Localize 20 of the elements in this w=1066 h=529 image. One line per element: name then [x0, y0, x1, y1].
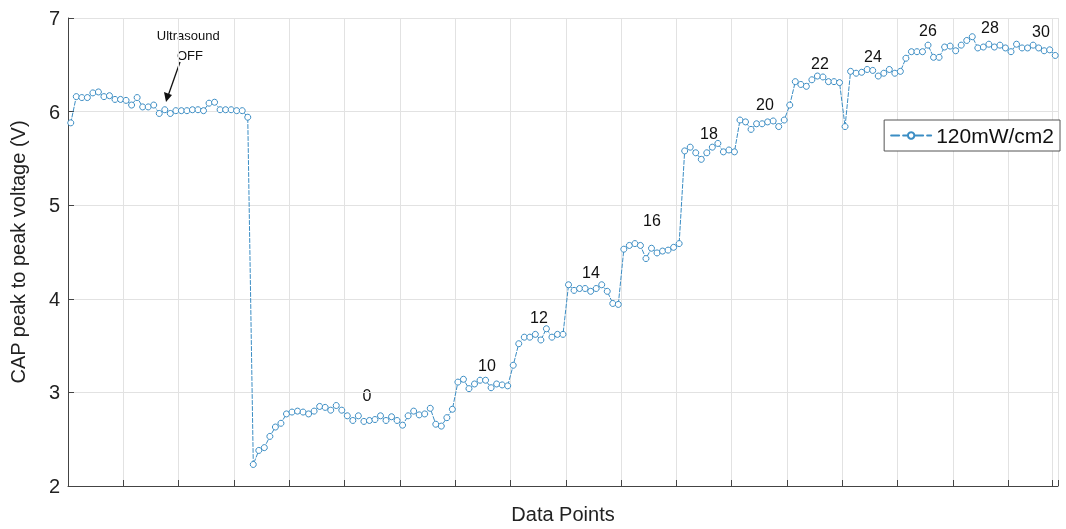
annotation: 20	[756, 95, 774, 113]
annotation: 26	[919, 21, 937, 39]
annotation: 10	[478, 356, 496, 374]
x-axis-title: Data Points	[511, 503, 615, 525]
annotation: 16	[643, 211, 661, 229]
annotation: 18	[700, 124, 718, 142]
y-axis-title: CAP peak to peak voltage (V)	[7, 120, 29, 384]
y-tick-label: 5	[48, 194, 60, 217]
y-tick-label: 3	[48, 381, 60, 404]
annotation: 12	[530, 308, 548, 326]
y-tick-label: 6	[48, 100, 60, 123]
annotation: 24	[864, 47, 882, 65]
annotation: 30	[1032, 22, 1050, 40]
y-tick-label: 7	[48, 7, 60, 29]
y-tick-label: 4	[48, 287, 60, 310]
annotation: 14	[582, 263, 600, 281]
annotation: 28	[981, 18, 999, 36]
y-tick-label: 2	[48, 475, 60, 497]
annotation: 22	[811, 54, 829, 72]
legend-label: 120mW/cm2	[936, 124, 1054, 147]
